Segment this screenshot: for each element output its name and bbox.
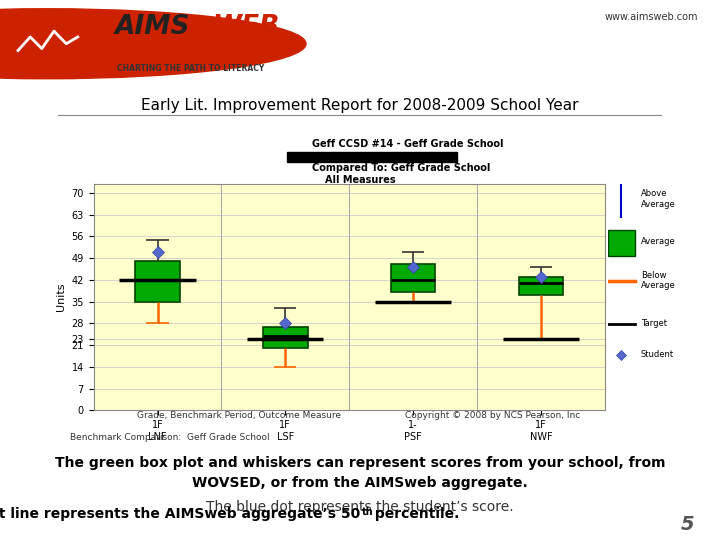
Bar: [263, 327, 307, 348]
Text: Early Lit. Improvement Report for 2008-2009 School Year: Early Lit. Improvement Report for 2008-2…: [141, 98, 579, 113]
Text: percentile.: percentile.: [370, 507, 459, 521]
Text: WOVSED, or from the AIMSweb aggregate.: WOVSED, or from the AIMSweb aggregate.: [192, 476, 528, 490]
Text: Benchmark Comparison:  Geff Grade School: Benchmark Comparison: Geff Grade School: [70, 433, 269, 442]
Y-axis label: Units: Units: [56, 283, 66, 311]
Bar: [518, 277, 563, 295]
Text: Compared To: Geff Grade School: Compared To: Geff Grade School: [312, 163, 490, 173]
Bar: [287, 152, 456, 162]
Text: AIMS: AIMS: [115, 14, 191, 40]
Text: Student: Student: [641, 350, 674, 359]
Text: th: th: [361, 507, 373, 517]
Text: The blue dot represents the student’s score.: The blue dot represents the student’s sc…: [206, 500, 514, 514]
Text: Copyright © 2008 by NCS Pearson, Inc: Copyright © 2008 by NCS Pearson, Inc: [405, 411, 581, 420]
Text: All Measures: All Measures: [325, 175, 395, 185]
Text: Below
Average: Below Average: [641, 271, 675, 291]
Text: CHARTING THE PATH TO LITERACY: CHARTING THE PATH TO LITERACY: [117, 64, 264, 72]
Bar: [391, 265, 436, 292]
Text: Grade, Benchmark Period, Outcome Measure: Grade, Benchmark Period, Outcome Measure: [137, 411, 341, 420]
Text: Geff CCSD #14 - Geff Grade School: Geff CCSD #14 - Geff Grade School: [312, 139, 503, 149]
Text: Above
Average: Above Average: [641, 190, 675, 209]
Text: The green box plot and whiskers can represent scores from your school, from: The green box plot and whiskers can repr…: [55, 456, 665, 470]
Bar: [608, 230, 635, 255]
Text: www.aimsweb.com: www.aimsweb.com: [605, 12, 698, 23]
Text: WEB: WEB: [212, 14, 279, 40]
Bar: [135, 261, 180, 302]
Text: The thick black target line represents the AIMSweb aggregate’s 50: The thick black target line represents t…: [0, 507, 360, 521]
Text: Average: Average: [641, 238, 675, 246]
Text: 5: 5: [681, 515, 695, 534]
Text: Target: Target: [641, 319, 667, 328]
Circle shape: [0, 9, 306, 79]
